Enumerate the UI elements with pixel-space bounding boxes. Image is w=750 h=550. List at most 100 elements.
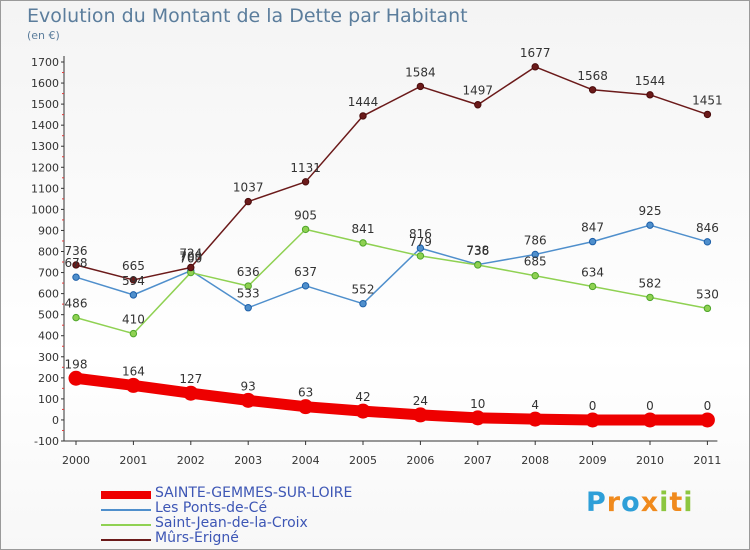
data-point-1 (703, 238, 712, 246)
data-label-0: 24 (413, 394, 428, 408)
data-point-3 (244, 197, 252, 206)
data-label-1: 847 (581, 221, 604, 235)
data-label-0: 63 (298, 386, 313, 400)
y-tick-label: 200 (38, 372, 59, 385)
x-tick-label: 2001 (119, 454, 147, 467)
data-label-1: 846 (696, 221, 719, 235)
data-point-3 (359, 112, 367, 120)
data-label-1: 786 (524, 233, 547, 247)
data-label-2: 410 (122, 313, 145, 327)
logo-letter: x (640, 487, 660, 518)
logo-letter: P (586, 487, 607, 518)
logo-letter: i (683, 487, 694, 518)
y-tick-label: 900 (38, 224, 59, 237)
x-tick-label: 2000 (62, 454, 90, 467)
data-point-2 (244, 282, 252, 290)
data-label-0: 93 (241, 379, 256, 393)
data-label-2: 530 (696, 287, 719, 301)
data-point-3 (301, 178, 310, 186)
data-point-0 (125, 377, 141, 393)
legend-swatch-2 (101, 524, 151, 526)
data-point-2 (703, 304, 712, 313)
y-tick-label: 500 (38, 309, 59, 322)
legend-label-1: Les Ponts-de-Cé (155, 500, 268, 516)
y-tick-label: 1400 (31, 119, 59, 132)
data-point-3 (72, 261, 80, 269)
data-point-0 (412, 407, 428, 423)
data-label-1: 709 (179, 250, 202, 264)
data-point-2 (129, 329, 138, 338)
data-label-2: 582 (639, 276, 662, 290)
y-tick-label: 800 (38, 246, 59, 259)
data-label-3: 1037 (233, 181, 264, 195)
data-point-1 (129, 291, 138, 299)
data-label-2: 841 (352, 222, 375, 236)
logo-letter: o (621, 487, 641, 518)
data-label-2: 486 (65, 297, 88, 311)
data-label-3: 1568 (577, 69, 608, 83)
y-tick-label: 600 (38, 288, 59, 301)
data-point-1 (359, 300, 367, 308)
data-label-2: 905 (294, 208, 317, 222)
data-point-1 (244, 304, 252, 312)
y-tick-label: 1300 (31, 140, 59, 153)
data-point-0 (699, 412, 715, 428)
data-label-0: 4 (531, 398, 539, 412)
data-label-0: 10 (470, 397, 485, 411)
data-point-2 (531, 272, 539, 280)
data-label-2: 779 (409, 235, 432, 249)
data-point-3 (416, 82, 425, 91)
logo-letter: t (669, 487, 684, 518)
x-tick-label: 2005 (349, 454, 377, 467)
data-label-3: 1677 (520, 46, 551, 60)
data-point-3 (129, 276, 138, 284)
data-point-0 (183, 385, 199, 401)
proxiti-logo: Proxiti (586, 487, 694, 518)
x-tick-label: 2006 (406, 454, 434, 467)
data-label-2: 685 (524, 255, 547, 269)
x-tick-label: 2002 (177, 454, 205, 467)
data-label-0: 127 (179, 372, 202, 386)
data-label-2: 636 (237, 265, 260, 279)
data-point-0 (642, 412, 658, 428)
y-tick-label: 700 (38, 267, 59, 280)
chart-title: Evolution du Montant de la Dette par Hab… (27, 5, 468, 27)
data-label-3: 1131 (290, 161, 321, 175)
y-tick-label: 1000 (31, 203, 59, 216)
data-point-1 (301, 282, 310, 290)
data-point-3 (703, 110, 712, 119)
data-label-1: 816 (409, 227, 432, 241)
data-point-3 (187, 263, 195, 272)
y-tick-label: 1200 (31, 161, 59, 174)
data-label-0: 198 (65, 357, 88, 371)
y-tick-label: 100 (38, 393, 59, 406)
data-point-1 (531, 250, 539, 259)
legend-label-0: SAINTE-GEMMES-SUR-LOIRE (155, 485, 353, 501)
data-point-0 (355, 403, 371, 419)
series-line-2 (75, 228, 709, 335)
data-label-1: 637 (294, 265, 317, 279)
legend-swatch-0 (101, 491, 151, 499)
data-point-2 (416, 252, 425, 260)
x-tick-label: 2011 (693, 454, 721, 467)
legend-label-2: Saint-Jean-de-la-Croix (155, 515, 308, 531)
data-label-3: 736 (65, 244, 88, 258)
x-tick-label: 2009 (579, 454, 607, 467)
series-line-1 (75, 224, 709, 309)
data-label-2: 634 (581, 265, 604, 279)
y-tick-label: 1600 (31, 77, 59, 90)
logo-letter: i (659, 487, 670, 518)
data-label-2: 700 (179, 252, 202, 266)
data-label-1: 552 (352, 283, 375, 297)
series-line-3 (75, 66, 709, 281)
x-tick-label: 2003 (234, 454, 262, 467)
data-point-3 (474, 101, 482, 109)
data-label-1: 594 (122, 274, 145, 288)
data-label-1: 925 (639, 204, 662, 218)
data-label-0: 42 (355, 390, 370, 404)
data-label-0: 0 (589, 399, 597, 413)
y-tick-label: 1700 (31, 56, 59, 69)
data-point-1 (416, 244, 425, 252)
data-point-1 (646, 221, 654, 229)
